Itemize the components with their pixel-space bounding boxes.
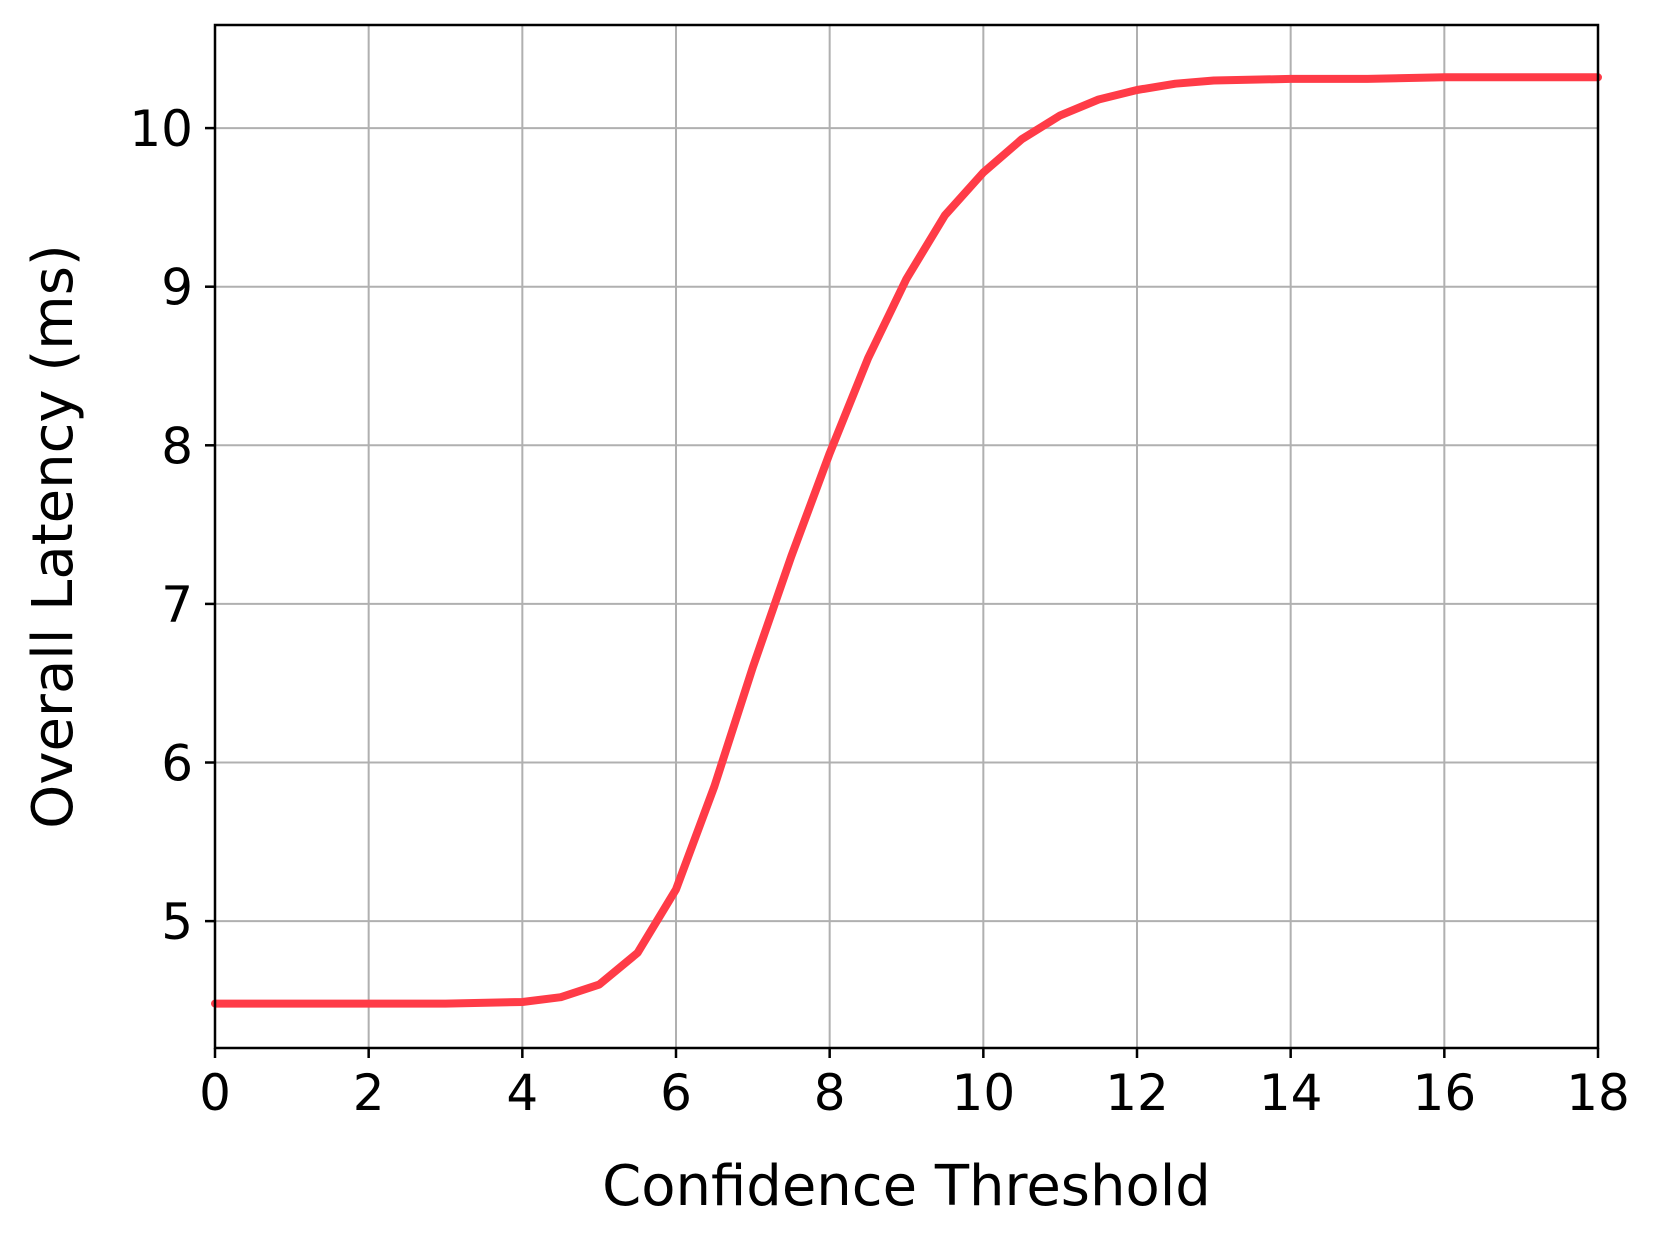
plot-frame	[213, 23, 1600, 1050]
x-tick-label: 2	[353, 1064, 385, 1122]
x-tick-label: 0	[199, 1064, 231, 1122]
x-tick-label: 10	[952, 1064, 1016, 1122]
y-tick-label: 10	[129, 100, 193, 158]
x-tick-labels: 0 2 4 6 8 10 12 14 16 18	[199, 1064, 1630, 1122]
x-tick-label: 8	[814, 1064, 846, 1122]
y-tick-label: 9	[161, 259, 193, 317]
x-tick-label: 6	[660, 1064, 692, 1122]
y-tick-labels: 5 6 7 8 9 10	[129, 100, 193, 951]
x-tick-label: 12	[1105, 1064, 1169, 1122]
x-axis-label: Confidence Threshold	[602, 1154, 1211, 1219]
series-lines	[211, 73, 1602, 1008]
y-tick-label: 6	[161, 735, 193, 793]
tick-marks	[205, 126, 1600, 1058]
x-tick-label: 18	[1566, 1064, 1630, 1122]
x-tick-label: 14	[1259, 1064, 1323, 1122]
y-tick-label: 7	[161, 576, 193, 634]
x-tick-label: 4	[506, 1064, 538, 1122]
y-axis-label: Overall Latency (ms)	[21, 244, 86, 829]
y-tick-label: 5	[161, 893, 193, 951]
series-line	[211, 73, 1602, 1008]
y-tick-label: 8	[161, 417, 193, 475]
x-tick-label: 16	[1413, 1064, 1477, 1122]
